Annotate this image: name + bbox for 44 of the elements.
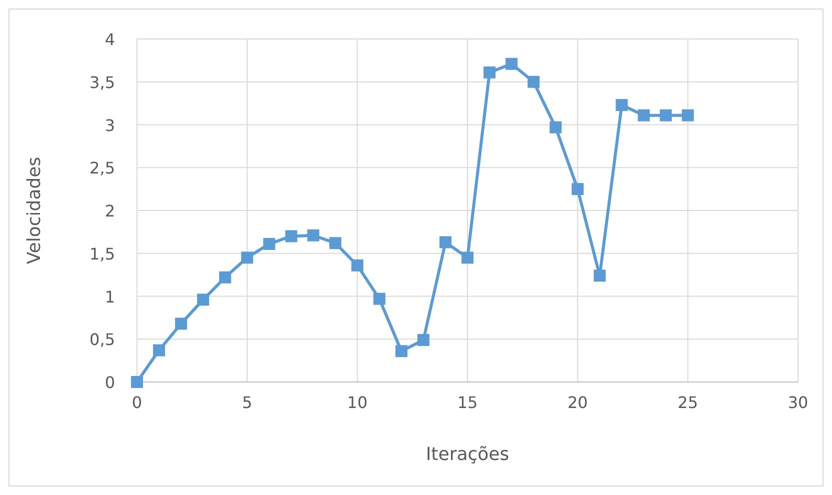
x-axis-title: Iterações [426,444,510,465]
x-tick-label: 15 [457,393,478,412]
point [153,344,166,356]
y-axis-title: Velocidades [24,156,45,264]
y-tick-label: 2 [104,202,115,220]
point [484,66,496,78]
y-tick-label: 2,5 [90,158,115,178]
point [373,292,386,305]
point [682,109,694,122]
y-tick-label: 3,5 [90,72,115,92]
point [197,294,210,306]
point [395,345,408,358]
point [572,183,584,196]
y-tick-label: 3 [104,116,115,135]
point [263,238,276,250]
x-tick-label: 20 [567,393,588,412]
point [638,109,650,122]
x-tick-label: 5 [242,393,252,412]
y-tick-label: 1 [104,287,115,306]
point [351,259,364,272]
point [616,99,628,112]
point [285,230,298,242]
point [241,252,254,264]
y-tick-label: 4 [104,30,115,49]
x-tick-label: 25 [678,393,698,412]
x-tick-label: 10 [347,393,368,412]
point [131,376,143,388]
point [550,121,562,134]
point [175,318,188,330]
point [594,270,606,282]
y-tick-label: 1,5 [90,244,115,264]
x-tick-label: 30 [788,393,808,412]
point [462,252,474,264]
x-tick-label: 0 [132,393,142,412]
point [329,237,342,250]
point [219,271,232,284]
point [417,334,430,346]
y-tick-label: 0,5 [90,330,115,350]
y-tick-label: 0 [104,373,115,392]
point [528,76,540,88]
point [506,58,518,70]
point [307,229,320,242]
point [439,236,452,248]
point [660,109,672,122]
